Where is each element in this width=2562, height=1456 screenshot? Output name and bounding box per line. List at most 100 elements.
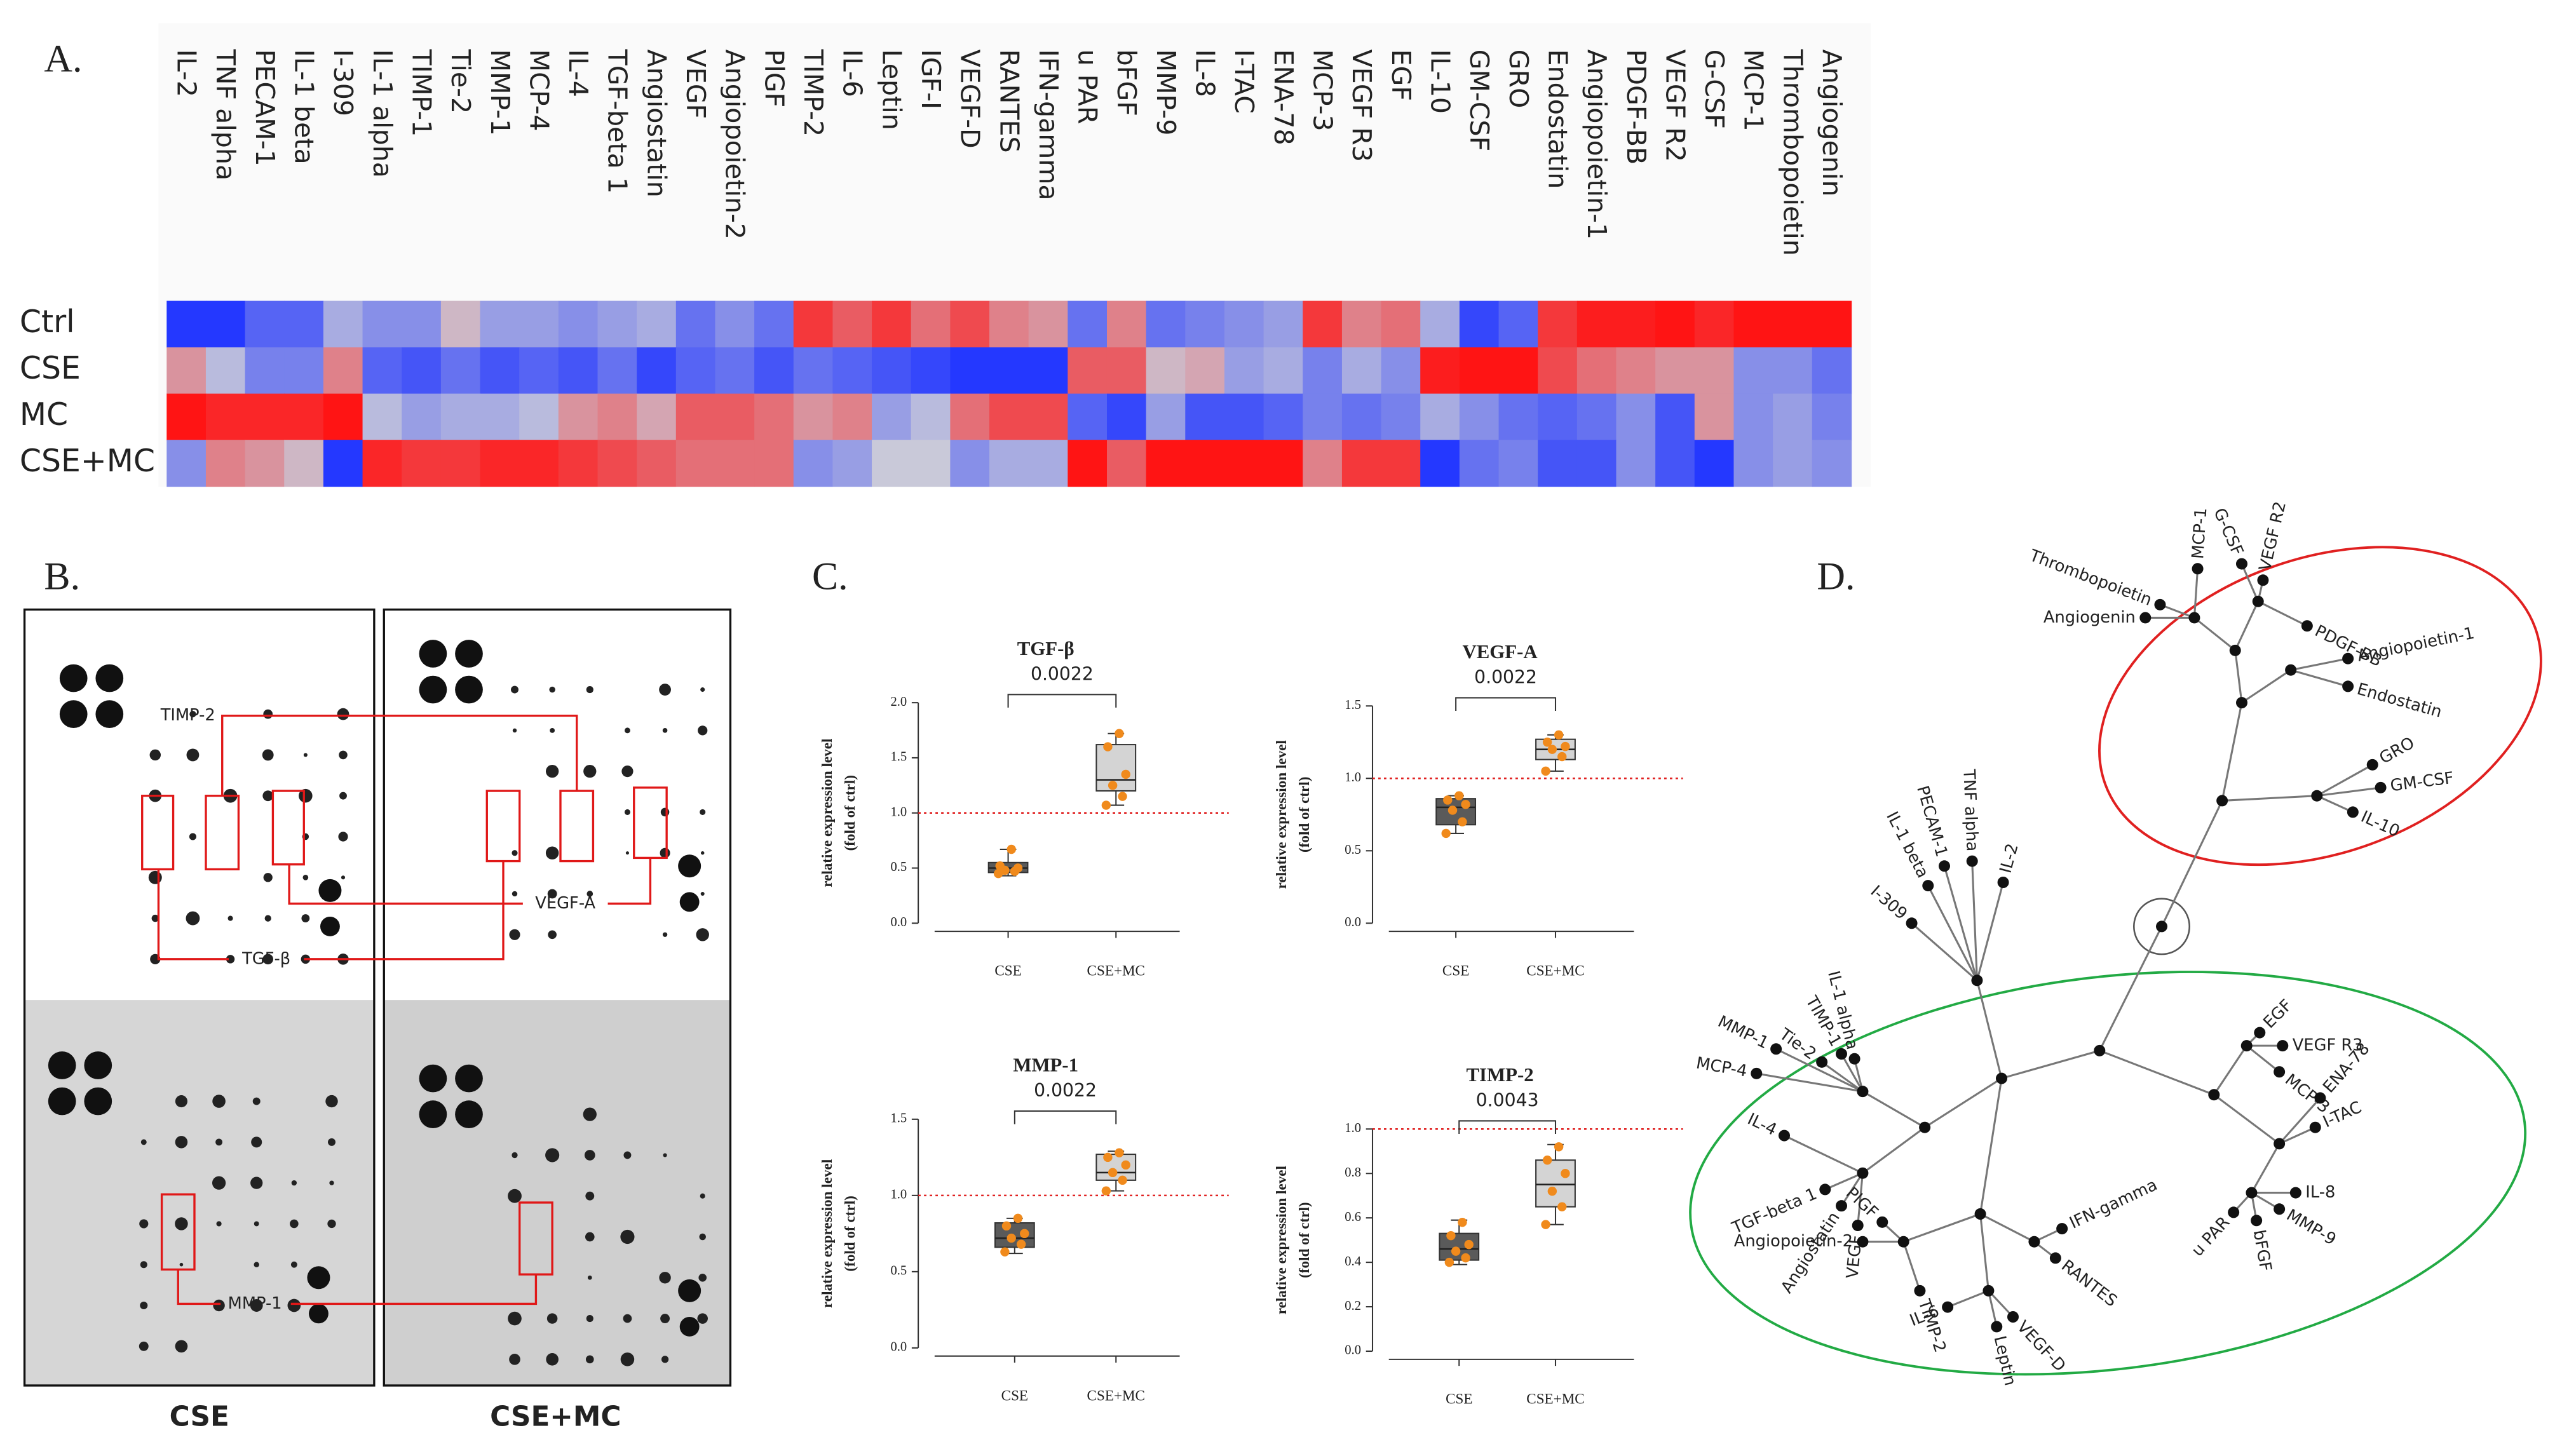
tree-leaf [2277,1040,2289,1052]
blot-spot [508,1311,522,1326]
column-label: EGF [1386,50,1416,102]
data-point [1013,1213,1023,1223]
tree-leaf-label: I-309 [1867,882,1911,924]
heatmap-cell [832,393,872,441]
tree-node [1857,1167,1869,1179]
heatmap-cell [480,440,520,487]
heatmap-cell [597,300,637,348]
y-axis-label: (fold of ctrl) [1296,1202,1313,1277]
blot-spot [59,664,88,692]
data-point [1103,1152,1113,1163]
heatmap-cell [597,393,637,441]
tree-leaf [2049,1252,2061,1264]
heatmap-cell [1146,347,1186,394]
heatmap-cell [1341,393,1382,441]
data-point [1006,844,1016,854]
data-point [1006,1233,1016,1243]
row-label: MC [20,396,68,433]
heatmap-cell [480,347,520,394]
column-label: I-309 [328,50,358,116]
tree-branch [2316,764,2373,797]
heatmap-cell [1655,300,1695,348]
tree-leaf-label: MMP-1 [1715,1012,1772,1053]
heatmap-cell [402,393,442,441]
column-label: PlGF [759,50,789,108]
column-label: I-TAC [1229,50,1259,114]
blot-spot [586,891,593,897]
heatmap-cell [166,300,207,348]
y-tick-label: 0.0 [1345,1344,1361,1358]
heatmap-cell [1224,300,1264,348]
panel-label: D. [1817,555,1855,598]
blot-spot [620,1229,635,1244]
significance-bracket [1455,697,1557,711]
heatmap-cell [402,347,442,394]
data-point [1557,1202,1567,1211]
blot-spot [227,915,233,921]
tree-branch [2213,1045,2247,1096]
blot-spot [545,1148,560,1163]
blot-spot [587,1275,592,1280]
tree-leaf [2257,574,2269,586]
tree-node [2246,1187,2258,1199]
tree-branch [1902,1241,1921,1291]
tree-leaf [2056,1223,2068,1235]
heatmap-cell [637,300,677,348]
data-point [1108,1168,1118,1178]
connector [290,1274,538,1305]
tree-leaf-label: VEGF R3 [2293,1036,2363,1055]
tree-leaf-label: TNF alpha [1959,768,1981,851]
tree-branch [1976,980,2003,1079]
heatmap-cell [1028,300,1069,348]
chart-title: TGF-β [1017,638,1074,659]
panel-label: B. [44,555,80,598]
heatmap-cell [1263,347,1304,394]
heatmap-cell [950,393,990,441]
heatmap-cell [440,347,481,394]
blot-spot [302,874,309,880]
y-tick-label: 0.2 [1345,1299,1361,1313]
y-axis-label: relative expression level [1273,1165,1290,1314]
blot-spot [549,686,555,693]
tree-leaf [2192,563,2204,575]
blot-spot [339,792,347,800]
blot-spot [679,892,700,912]
column-label: IL-4 [563,50,593,97]
y-tick-label: 0.5 [890,1264,907,1278]
heatmap-cell [1812,300,1852,348]
tree-leaf-label: IL-8 [2305,1183,2335,1202]
blot-spot [263,873,273,882]
blot-spot [585,1232,595,1242]
blot-spot [48,1051,76,1079]
data-point [1561,1169,1570,1178]
heatmap-cell [245,440,285,487]
heatmap-cell [793,300,834,348]
heatmap-cell [1576,440,1617,487]
tree-leaf-label: RANTES [2057,1257,2120,1311]
heatmap-cell [1459,300,1500,348]
blot-spot [455,640,483,668]
blot-spot [584,1150,595,1161]
heatmap-cell [1341,440,1382,487]
blot-marker-label: TIMP-2 [160,706,215,725]
blot-spot [151,914,159,922]
heatmap-cell [1381,393,1421,441]
tree-leaf [2301,620,2313,632]
tree-branch [1987,1290,1998,1327]
blot-spot [328,1138,336,1146]
blot-spot [262,790,274,802]
p-value: 0.0022 [1031,663,1094,684]
y-axis-label: (fold of ctrl) [842,775,858,851]
tree-branch [1971,861,1978,981]
heatmap-cell [323,440,363,487]
heatmap-cell [1420,347,1460,394]
heatmap-cell [1812,440,1852,487]
significance-bracket [1007,694,1117,708]
blot-spot [663,1153,667,1157]
tree-leaf [2309,1121,2321,1133]
blot-spot [660,847,670,858]
heatmap-cell [1576,347,1617,394]
column-label: VEGF R2 [1660,50,1690,162]
heatmap-cell [284,440,324,487]
heatmap-cell [1106,347,1147,394]
